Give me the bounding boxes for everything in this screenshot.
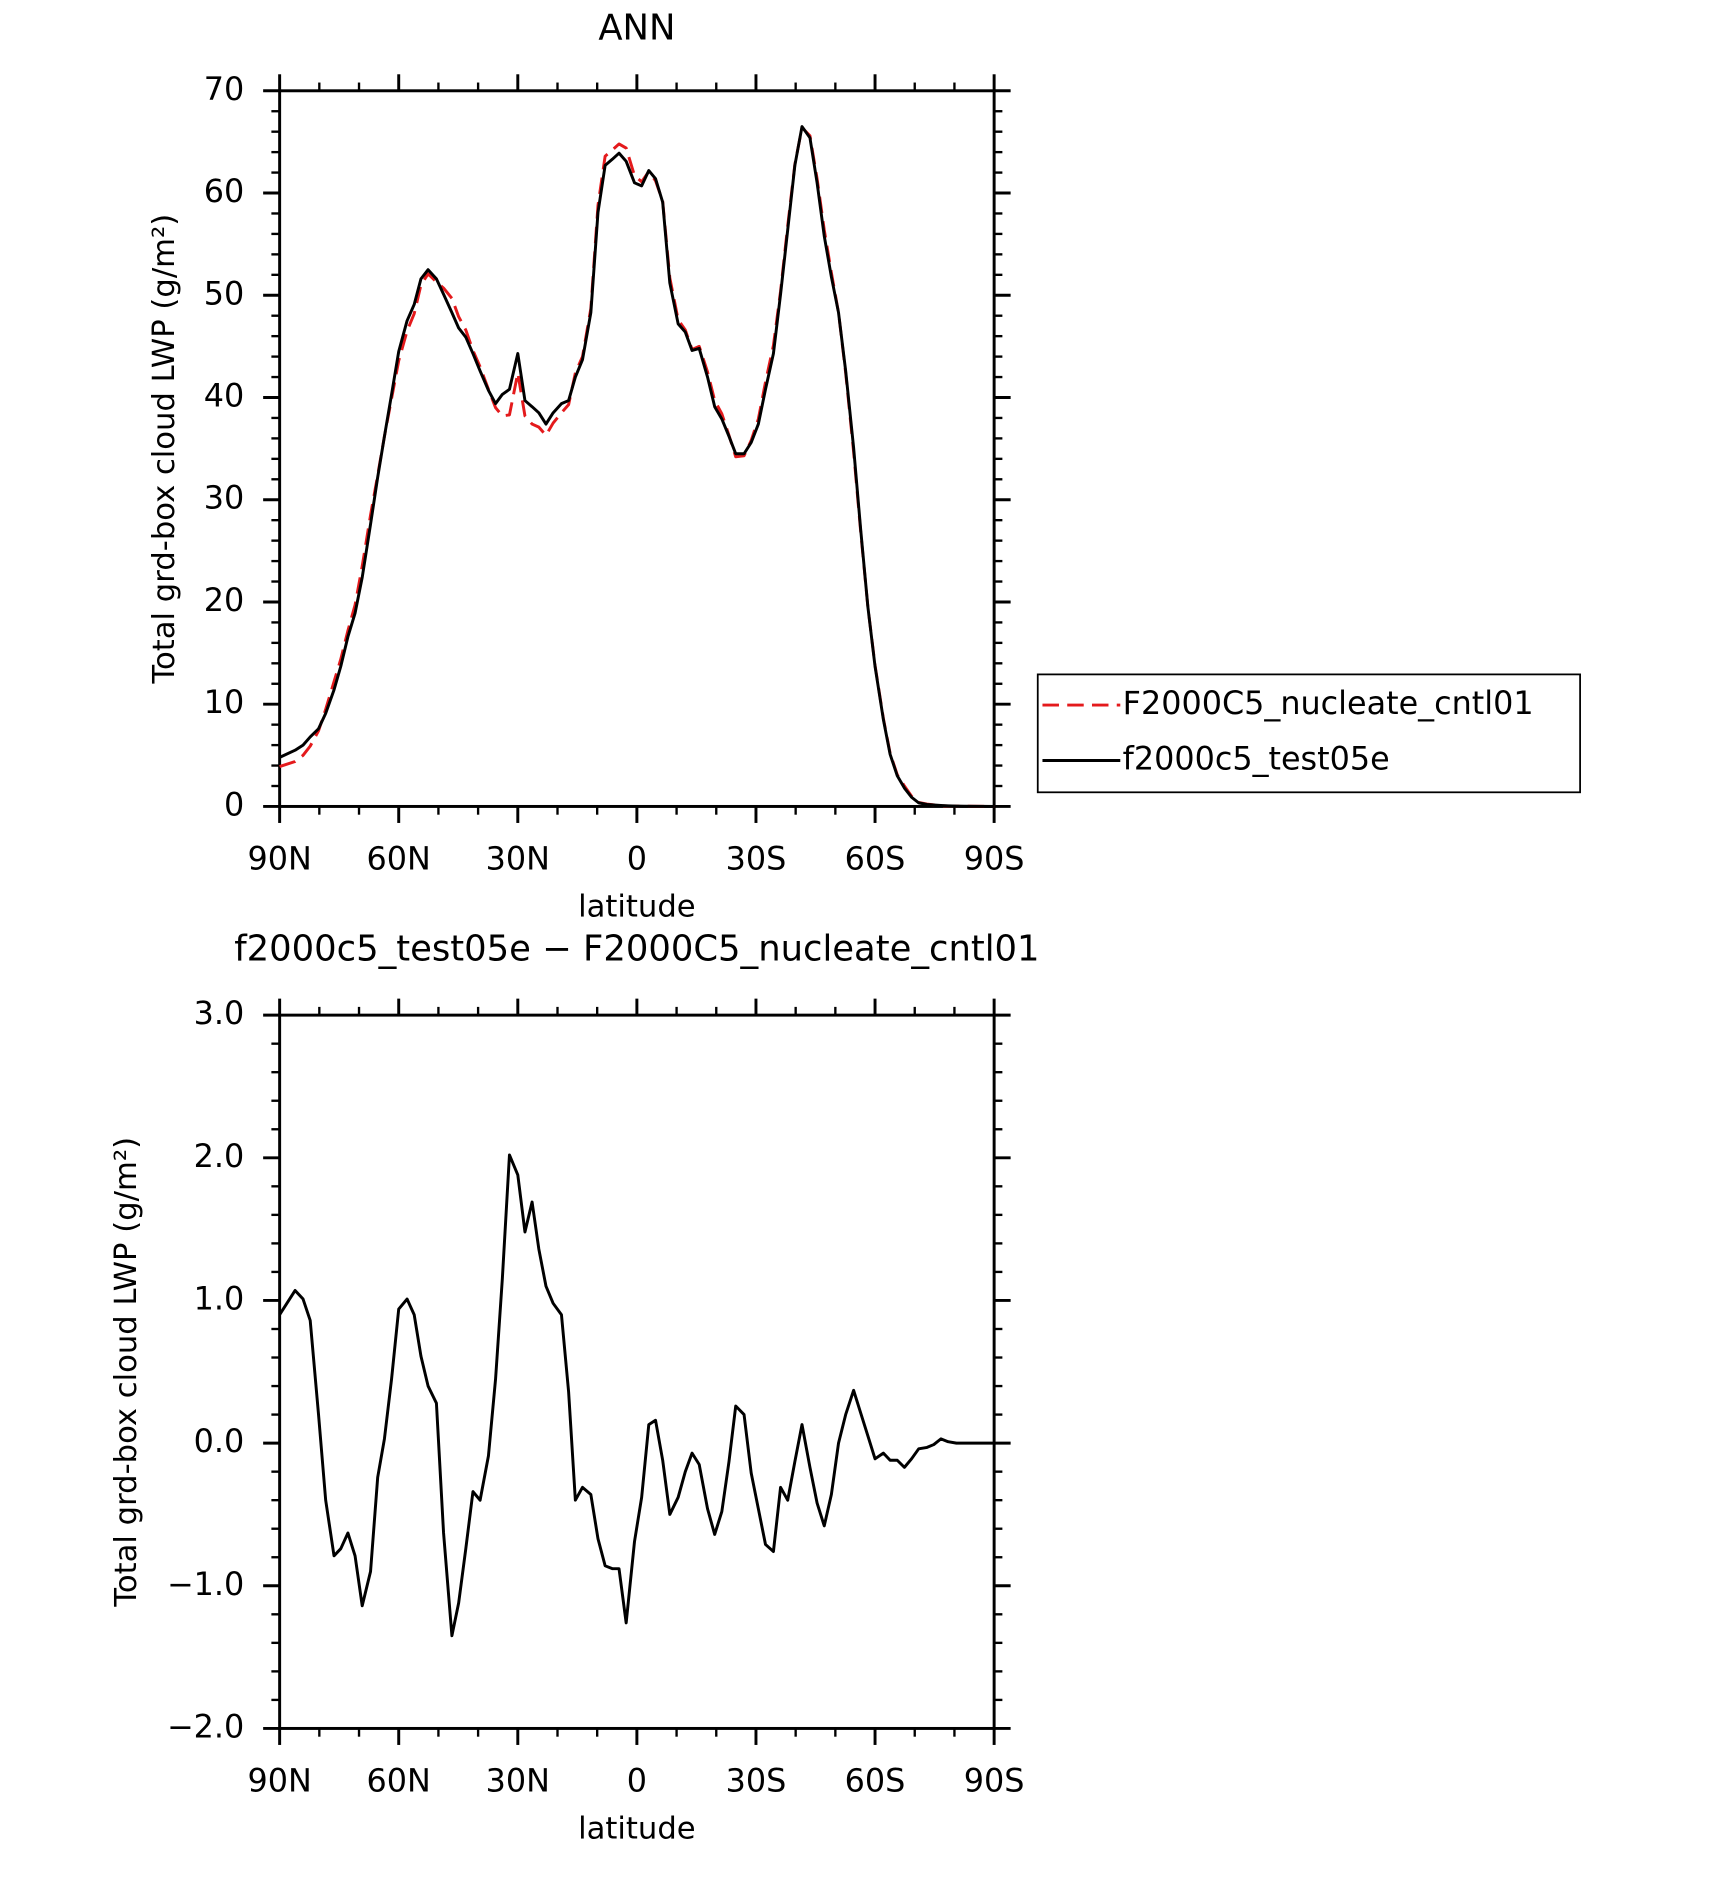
x-tick-label: 60S [845, 840, 906, 878]
x-tick-label: 0 [627, 1762, 647, 1800]
legend-box [1036, 673, 1581, 794]
chart-title: f2000c5_test05e − F2000C5_nucleate_cntl0… [234, 928, 1039, 969]
y-tick-label: 2.0 [194, 1137, 245, 1175]
x-tick-label: 60N [367, 1762, 431, 1800]
x-tick-label: 90N [247, 840, 311, 878]
x-tick-label: 90S [964, 1762, 1025, 1800]
x-axis-label: latitude [578, 1811, 696, 1846]
plot-frame [278, 1013, 996, 1730]
y-tick-label: 0 [224, 785, 244, 823]
y-tick-label: 60 [204, 172, 245, 210]
x-tick-label: 30N [486, 1762, 550, 1800]
data-line [279, 126, 995, 808]
chart-title: ANN [598, 7, 675, 48]
y-tick-label: 40 [204, 376, 245, 414]
x-tick-label: 90S [964, 840, 1025, 878]
y-tick-label: 50 [204, 274, 245, 312]
x-tick-label: 30N [486, 840, 550, 878]
y-tick-label: 30 [204, 479, 245, 517]
legend-label: F2000C5_nucleate_cntl01 [1123, 684, 1534, 722]
x-axis-label: latitude [578, 889, 696, 924]
plot-frame [278, 89, 996, 808]
x-tick-label: 60N [367, 840, 431, 878]
x-tick-label: 30S [726, 840, 787, 878]
y-tick-label: 20 [204, 581, 245, 619]
y-tick-label: 1.0 [194, 1279, 245, 1317]
y-tick-label: 10 [204, 683, 245, 721]
data-line [278, 1153, 995, 1638]
x-tick-label: 90N [247, 1762, 311, 1800]
y-tick-label: −1.0 [167, 1565, 244, 1603]
legend-label: f2000c5_test05e [1123, 739, 1390, 777]
x-tick-label: 30S [726, 1762, 787, 1800]
y-tick-label: 0.0 [194, 1422, 245, 1460]
y-tick-label: 70 [204, 70, 245, 108]
data-line [279, 125, 995, 808]
y-axis-label: Total grd-box cloud LWP (g/m²) [109, 1137, 144, 1608]
y-tick-label: 3.0 [194, 994, 245, 1032]
y-tick-label: −2.0 [167, 1707, 244, 1745]
y-axis-label: Total grd-box cloud LWP (g/m²) [147, 214, 182, 685]
x-tick-label: 60S [845, 1762, 906, 1800]
x-tick-label: 0 [627, 840, 647, 878]
